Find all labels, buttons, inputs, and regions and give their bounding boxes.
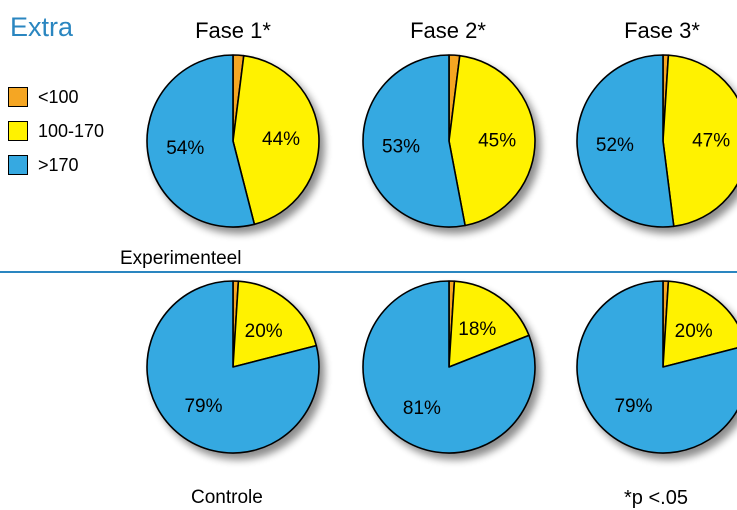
legend: <100 100-170 >170 [8, 86, 104, 188]
phase-2-label: Fase 2* [410, 18, 486, 43]
phase-1-label: Fase 1* [195, 18, 271, 43]
pie-3-slice-high [576, 54, 675, 228]
pie-5 [362, 280, 536, 454]
pie-1-slice-high [146, 54, 256, 228]
pie-6-slice-high [576, 280, 737, 454]
pie-4-label-high: 79% [184, 396, 222, 417]
legend-label-high: >170 [38, 154, 79, 175]
pie-5-slice-mid [448, 280, 530, 368]
legend-label-mid: 100-170 [38, 120, 105, 141]
pie-5-slice-high [362, 280, 536, 454]
chart-title: Extra [10, 12, 74, 42]
pie-6-slice-mid [662, 280, 737, 368]
pie-5-label-high: 81% [403, 398, 441, 419]
pie-3-label-mid: 47% [692, 130, 730, 151]
legend-swatch-mid [8, 121, 28, 141]
legend-swatch-high [8, 155, 28, 175]
pie-6 [576, 280, 737, 454]
pie-3-label-high: 52% [596, 135, 634, 156]
group-divider [0, 271, 737, 273]
significance-footnote: *p <.05 [624, 487, 688, 509]
group-label-control: Controle [191, 487, 263, 508]
legend-item-low: <100 [8, 86, 104, 108]
pie-2-slice-high [362, 54, 466, 228]
pie-2 [362, 54, 536, 228]
pie-4-label-mid: 20% [245, 321, 283, 342]
group-label-experimental: Experimenteel [120, 248, 242, 269]
pie-1 [146, 54, 320, 228]
legend-item-mid: 100-170 [8, 120, 104, 142]
pie-1-slice-mid [232, 54, 320, 226]
pie-3-slice-mid [662, 54, 737, 228]
pie-4 [146, 280, 320, 454]
pie-4-slice-mid [232, 280, 318, 368]
legend-swatch-low [8, 87, 28, 107]
pie-4-slice-high [146, 280, 320, 454]
phase-3-label: Fase 3* [624, 18, 700, 43]
legend-label-low: <100 [38, 86, 79, 107]
legend-item-high: >170 [8, 154, 104, 176]
pie-1-label-high: 54% [166, 138, 204, 159]
pie-1-label-mid: 44% [262, 129, 300, 150]
pie-3 [576, 54, 737, 228]
pie-6-label-mid: 20% [675, 321, 713, 342]
pie-6-label-high: 79% [614, 396, 652, 417]
pie-5-label-mid: 18% [458, 319, 496, 340]
pie-2-label-mid: 45% [478, 130, 516, 151]
pie-2-slice-mid [448, 54, 536, 227]
pie-2-label-high: 53% [382, 137, 420, 158]
